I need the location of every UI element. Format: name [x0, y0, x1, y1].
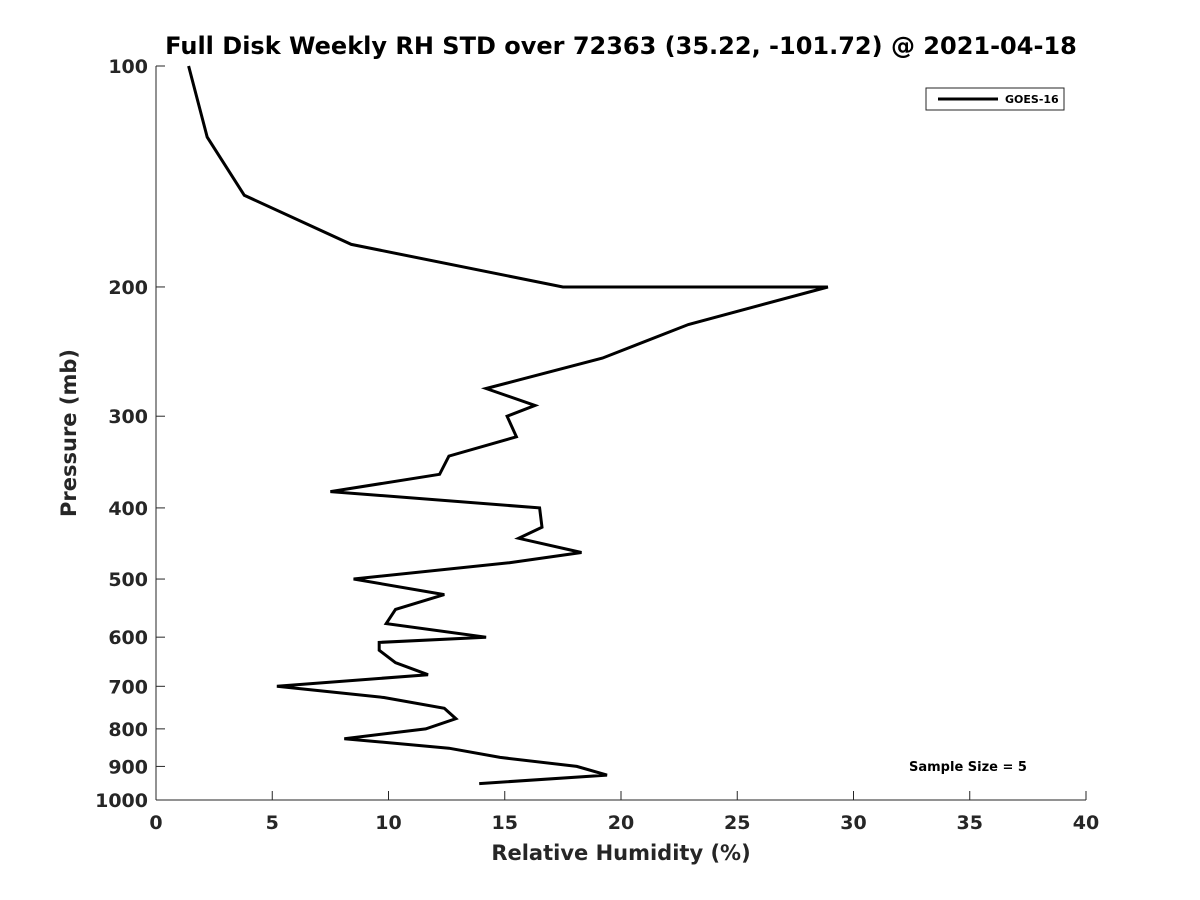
legend-label-goes-16: GOES-16 — [1005, 93, 1059, 106]
y-tick-label: 700 — [108, 676, 148, 698]
x-tick-label: 5 — [266, 812, 279, 834]
y-tick-label: 500 — [108, 569, 148, 591]
y-tick-label: 600 — [108, 627, 148, 649]
y-tick-label: 300 — [108, 406, 148, 428]
y-tick-label: 800 — [108, 719, 148, 741]
x-axis-label: Relative Humidity (%) — [491, 841, 750, 865]
x-tick-label: 0 — [149, 812, 162, 834]
x-tick-label: 20 — [608, 812, 634, 834]
series-layer — [187, 65, 829, 786]
legend: GOES-16 — [925, 87, 1065, 111]
y-axis-ticks: 100 200 300 400 500 600 700 800 900 1000 — [95, 56, 165, 812]
y-axis-label: Pressure (mb) — [57, 349, 81, 517]
x-tick-label: 40 — [1073, 812, 1099, 834]
y-tick-label: 1000 — [95, 790, 148, 812]
sample-size-note: Sample Size = 5 — [909, 760, 1027, 775]
x-tick-label: 25 — [724, 812, 750, 834]
x-tick-label: 30 — [840, 812, 866, 834]
y-tick-label: 100 — [108, 56, 148, 78]
x-tick-label: 10 — [375, 812, 401, 834]
x-tick-label: 35 — [957, 812, 983, 834]
chart-title: Full Disk Weekly RH STD over 72363 (35.2… — [165, 32, 1077, 60]
y-tick-label: 900 — [108, 756, 148, 778]
plot-axes — [155, 66, 1086, 801]
x-axis-ticks: 0 5 10 15 20 25 30 35 40 — [149, 791, 1099, 834]
series-line-goes-16 — [187, 65, 829, 786]
y-tick-label: 200 — [108, 277, 148, 299]
y-tick-label: 400 — [108, 498, 148, 520]
x-tick-label: 15 — [492, 812, 518, 834]
